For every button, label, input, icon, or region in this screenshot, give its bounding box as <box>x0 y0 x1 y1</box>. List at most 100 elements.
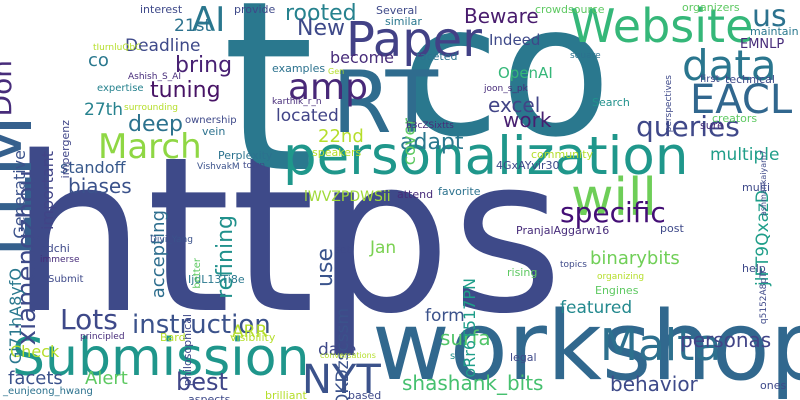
cloud-word: Gi71hA8yfO <box>6 268 25 365</box>
cloud-word: OpenAI <box>498 64 553 82</box>
cloud-word: topics <box>560 260 587 270</box>
cloud-word: philosophical <box>181 314 194 387</box>
cloud-word: Jan <box>370 238 397 258</box>
cloud-word: personas <box>680 328 772 352</box>
cloud-word: tIurnluQbC <box>93 43 142 53</box>
cloud-word: oRr6T517PN <box>460 278 479 378</box>
cloud-word: multiple <box>710 145 780 165</box>
cloud-word: 27th <box>84 100 124 120</box>
cloud-word: attend <box>397 188 434 201</box>
cloud-word: NYT <box>302 357 381 400</box>
cloud-word: Ashish_S_AI <box>128 72 181 82</box>
cloud-word: AI <box>192 0 226 40</box>
cloud-word: brilliant <box>265 389 307 400</box>
cloud-word: 21st <box>174 16 212 36</box>
cloud-word: tuning <box>150 78 221 103</box>
cloud-word: impergenz <box>59 120 72 179</box>
cloud-word: crowdsource <box>535 3 605 16</box>
cloud-word: PranjalAggarw16 <box>516 224 610 237</box>
cloud-word: deep <box>128 112 183 137</box>
cloud-word: excel <box>488 93 541 117</box>
cloud-word: creators <box>712 112 758 125</box>
cloud-word: perspectives <box>664 75 674 133</box>
cloud-word: favorite <box>438 185 481 198</box>
cloud-word: queries <box>636 110 740 143</box>
cloud-word: bring <box>175 53 233 78</box>
cloud-word: interest <box>140 3 183 16</box>
cloud-word: help <box>742 262 766 275</box>
cloud-word: Lots <box>60 303 118 336</box>
cloud-word: IjdL13Ti8e <box>188 273 245 286</box>
cloud-word: community <box>531 148 594 161</box>
cloud-word: Several <box>376 4 418 17</box>
cloud-word: Submission <box>12 328 310 388</box>
cloud-word: behavior <box>610 372 698 396</box>
cloud-word: Perplexity <box>218 149 273 162</box>
cloud-word: featured <box>560 298 633 318</box>
cloud-word: principled <box>80 332 125 342</box>
cloud-word: Malta <box>600 320 722 371</box>
cloud-word: EMNLP <box>740 37 785 52</box>
cloud-word: legal <box>510 351 537 364</box>
cloud-word: Generative <box>10 150 29 239</box>
cloud-word: provide <box>234 3 276 16</box>
cloud-word: technical <box>725 73 775 86</box>
cloud-word: s <box>450 351 456 362</box>
cloud-word: rooted <box>285 1 357 26</box>
cloud-word: better <box>192 258 203 289</box>
cloud-word: joon_s_pk <box>484 84 528 94</box>
cloud-word: Search <box>592 96 630 109</box>
cloud-word: post <box>660 222 684 235</box>
cloud-word: Bard <box>160 331 186 344</box>
cloud-word: Gen <box>328 67 345 76</box>
cloud-word: edchi <box>40 242 70 255</box>
cloud-word: examples <box>272 62 326 75</box>
cloud-word: standoff <box>60 158 126 177</box>
cloud-word: become <box>330 48 395 67</box>
cloud-word: shashank_bits <box>402 371 544 395</box>
cloud-word: _eunjeong_hwang <box>3 386 93 397</box>
cloud-word: co <box>400 0 612 177</box>
cloud-word: lWVZPDWSii <box>304 189 391 205</box>
cloud-word: work <box>503 108 552 132</box>
cloud-word: immerse <box>40 255 80 265</box>
cloud-word: accepting <box>148 210 169 299</box>
cloud-word: Website <box>570 0 754 53</box>
cloud-word: Engines <box>595 284 639 297</box>
cloud-word: set <box>334 243 351 256</box>
cloud-word: maintain <box>750 25 799 38</box>
cloud-word: amp <box>288 67 368 108</box>
cloud-word: Alert <box>85 368 128 389</box>
cloud-word: sure <box>700 119 724 132</box>
cloud-word: biases <box>68 174 132 198</box>
cloud-word: New <box>297 16 345 41</box>
cloud-word: 4GxAYvir30 <box>496 159 560 172</box>
cloud-word: will <box>571 168 657 228</box>
cloud-word: q5152A8pTr <box>759 270 769 325</box>
cloud-word: surrounding <box>124 103 178 113</box>
cloud-word: RT <box>332 53 439 153</box>
cloud-word: Beware <box>464 4 539 28</box>
cloud-word: aspects <box>188 393 231 400</box>
cloud-word: adapt <box>400 130 464 155</box>
cloud-word: ARR <box>232 322 268 342</box>
cloud-word: form <box>425 306 465 326</box>
cloud-word: square <box>570 51 601 61</box>
cloud-word: https <box>10 110 564 361</box>
cloud-word: Submit <box>48 274 84 285</box>
cloud-word: instruction <box>132 310 271 340</box>
cloud-word: Check <box>10 342 60 361</box>
cloud-word: b3cZSixtts <box>406 121 454 131</box>
cloud-word: surfa <box>440 326 491 350</box>
cloud-word: refining <box>213 215 238 299</box>
cloud-word: faceted <box>416 50 458 63</box>
cloud-word: expertise <box>97 83 144 94</box>
cloud-word: us <box>752 0 787 34</box>
cloud-word: Indeed <box>489 31 541 49</box>
cloud-word: Paper <box>346 12 482 68</box>
cloud-word: important <box>38 151 57 231</box>
cloud-word: Diyi_Yang <box>150 235 193 245</box>
cloud-word: Don <box>0 60 18 117</box>
cloud-word: ownership <box>185 115 237 126</box>
